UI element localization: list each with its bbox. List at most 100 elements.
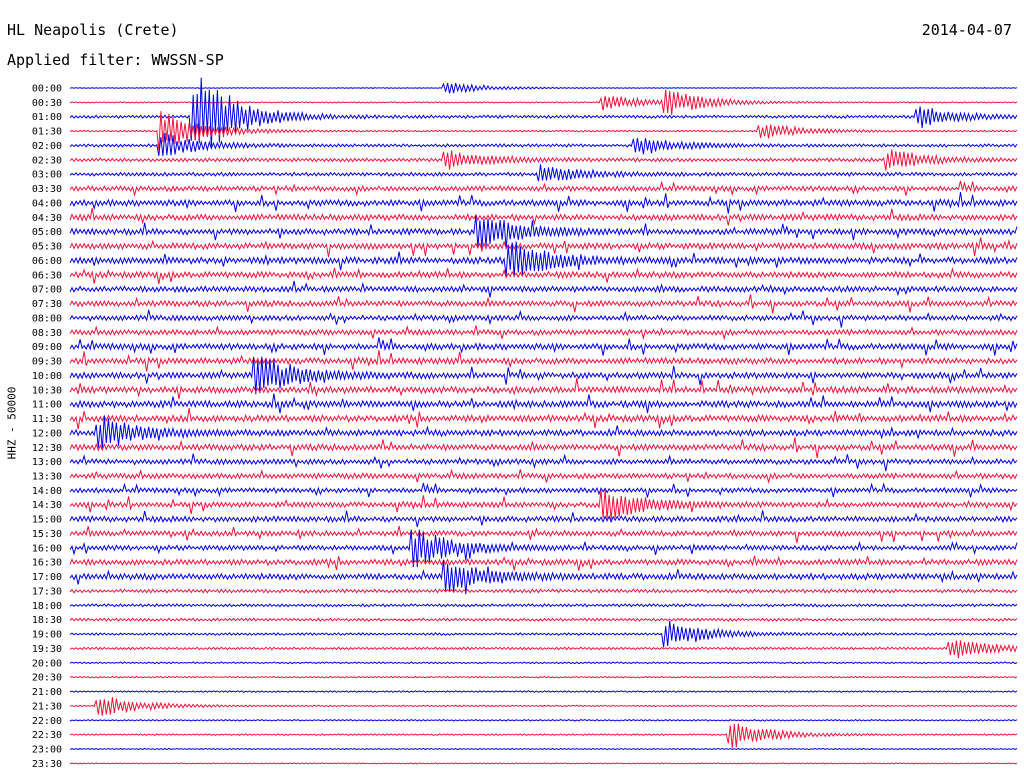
trace-line	[69, 356, 1018, 395]
trace-line	[69, 661, 1018, 665]
trace-line	[69, 510, 1018, 528]
time-tick-label: 12:30	[32, 443, 62, 454]
time-tick-label: 22:00	[32, 716, 62, 727]
trace-line	[69, 309, 1018, 328]
filter-label: Applied filter: WWSSN-SP	[7, 51, 224, 69]
trace-line	[69, 723, 1018, 749]
time-tick-label: 12:00	[32, 428, 62, 439]
trace-line	[69, 324, 1018, 341]
time-tick-label: 20:00	[32, 658, 62, 669]
time-tick-label: 19:30	[32, 644, 62, 655]
trace-line	[69, 350, 1018, 372]
trace-line	[69, 482, 1018, 498]
time-tick-label: 06:30	[32, 270, 62, 281]
trace-line	[69, 164, 1018, 182]
time-tick-label: 20:30	[32, 673, 62, 684]
trace-line	[69, 192, 1018, 214]
trace-line	[69, 89, 1018, 116]
time-tick-label: 05:30	[32, 242, 62, 253]
time-tick-label: 17:00	[32, 572, 62, 583]
time-tick-label: 21:00	[32, 687, 62, 698]
trace-line	[69, 640, 1018, 659]
time-tick-label: 08:30	[32, 328, 62, 339]
time-tick-label: 02:00	[32, 141, 62, 152]
time-tick-label: 15:30	[32, 529, 62, 540]
trace-line	[69, 453, 1018, 472]
time-tick-label: 14:00	[32, 486, 62, 497]
trace-line	[69, 149, 1018, 171]
trace-line	[69, 408, 1018, 430]
trace-line	[69, 180, 1018, 197]
time-tick-label: 19:00	[32, 630, 62, 641]
trace-line	[69, 690, 1018, 693]
trace-line	[69, 525, 1018, 544]
trace-line	[69, 133, 1018, 157]
time-tick-label: 01:00	[32, 112, 62, 123]
time-tick-label: 13:00	[32, 457, 62, 468]
time-tick-label: 04:00	[32, 198, 62, 209]
time-tick-label: 16:00	[32, 543, 62, 554]
trace-line	[69, 603, 1018, 608]
time-tick-label: 23:30	[32, 759, 62, 770]
time-tick-label: 23:00	[32, 745, 62, 756]
time-tick-label: 10:30	[32, 385, 62, 396]
trace-line	[69, 620, 1018, 648]
station-title: HL Neapolis (Crete)	[7, 21, 179, 39]
time-tick-label: 18:30	[32, 615, 62, 626]
trace-line	[69, 437, 1018, 458]
trace-line	[69, 82, 1018, 94]
time-tick-label: 09:00	[32, 342, 62, 353]
time-tick-label: 08:00	[32, 313, 62, 324]
time-tick-label: 00:30	[32, 98, 62, 109]
trace-line	[69, 267, 1018, 284]
time-tick-label: 07:00	[32, 285, 62, 296]
time-tick-label: 04:30	[32, 213, 62, 224]
time-tick-label: 22:30	[32, 730, 62, 741]
time-tick-label: 18:00	[32, 601, 62, 612]
time-tick-label: 17:30	[32, 586, 62, 597]
trace-line	[69, 489, 1018, 520]
trace-line	[69, 377, 1018, 400]
time-tick-label: 07:30	[32, 299, 62, 310]
time-tick-label: 13:30	[32, 471, 62, 482]
trace-line	[69, 241, 1018, 278]
time-tick-label: 02:30	[32, 155, 62, 166]
time-tick-label: 11:30	[32, 414, 62, 425]
trace-line	[69, 468, 1018, 485]
trace-line	[69, 77, 1018, 149]
trace-line	[69, 393, 1018, 414]
trace-line	[69, 111, 1018, 151]
trace-line	[69, 207, 1018, 226]
time-tick-label: 03:00	[32, 170, 62, 181]
time-tick-label: 11:00	[32, 400, 62, 411]
time-tick-label: 10:00	[32, 371, 62, 382]
time-tick-label: 05:00	[32, 227, 62, 238]
time-tick-label: 15:00	[32, 515, 62, 526]
trace-line	[69, 529, 1018, 568]
time-tick-label: 03:30	[32, 184, 62, 195]
trace-line	[69, 337, 1018, 356]
time-tick-label: 14:30	[32, 500, 62, 511]
time-tick-label: 00:00	[32, 84, 62, 95]
trace-line	[69, 762, 1018, 765]
trace-line	[69, 215, 1018, 250]
trace-line	[69, 697, 1018, 716]
time-tick-label: 09:30	[32, 357, 62, 368]
time-tick-label: 21:30	[32, 701, 62, 712]
trace-line	[69, 555, 1018, 571]
trace-line	[69, 675, 1018, 679]
trace-line	[69, 588, 1018, 594]
time-tick-label: 01:30	[32, 127, 62, 138]
date-label: 2014-04-07	[921, 21, 1012, 39]
trace-line	[69, 617, 1018, 622]
time-tick-label: 06:00	[32, 256, 62, 267]
trace-line	[69, 747, 1018, 751]
trace-line	[69, 294, 1018, 314]
trace-line	[69, 237, 1018, 258]
trace-line	[69, 415, 1018, 450]
trace-line	[69, 718, 1018, 722]
time-tick-label: 16:30	[32, 558, 62, 569]
trace-line	[69, 560, 1018, 595]
trace-line	[69, 280, 1018, 298]
